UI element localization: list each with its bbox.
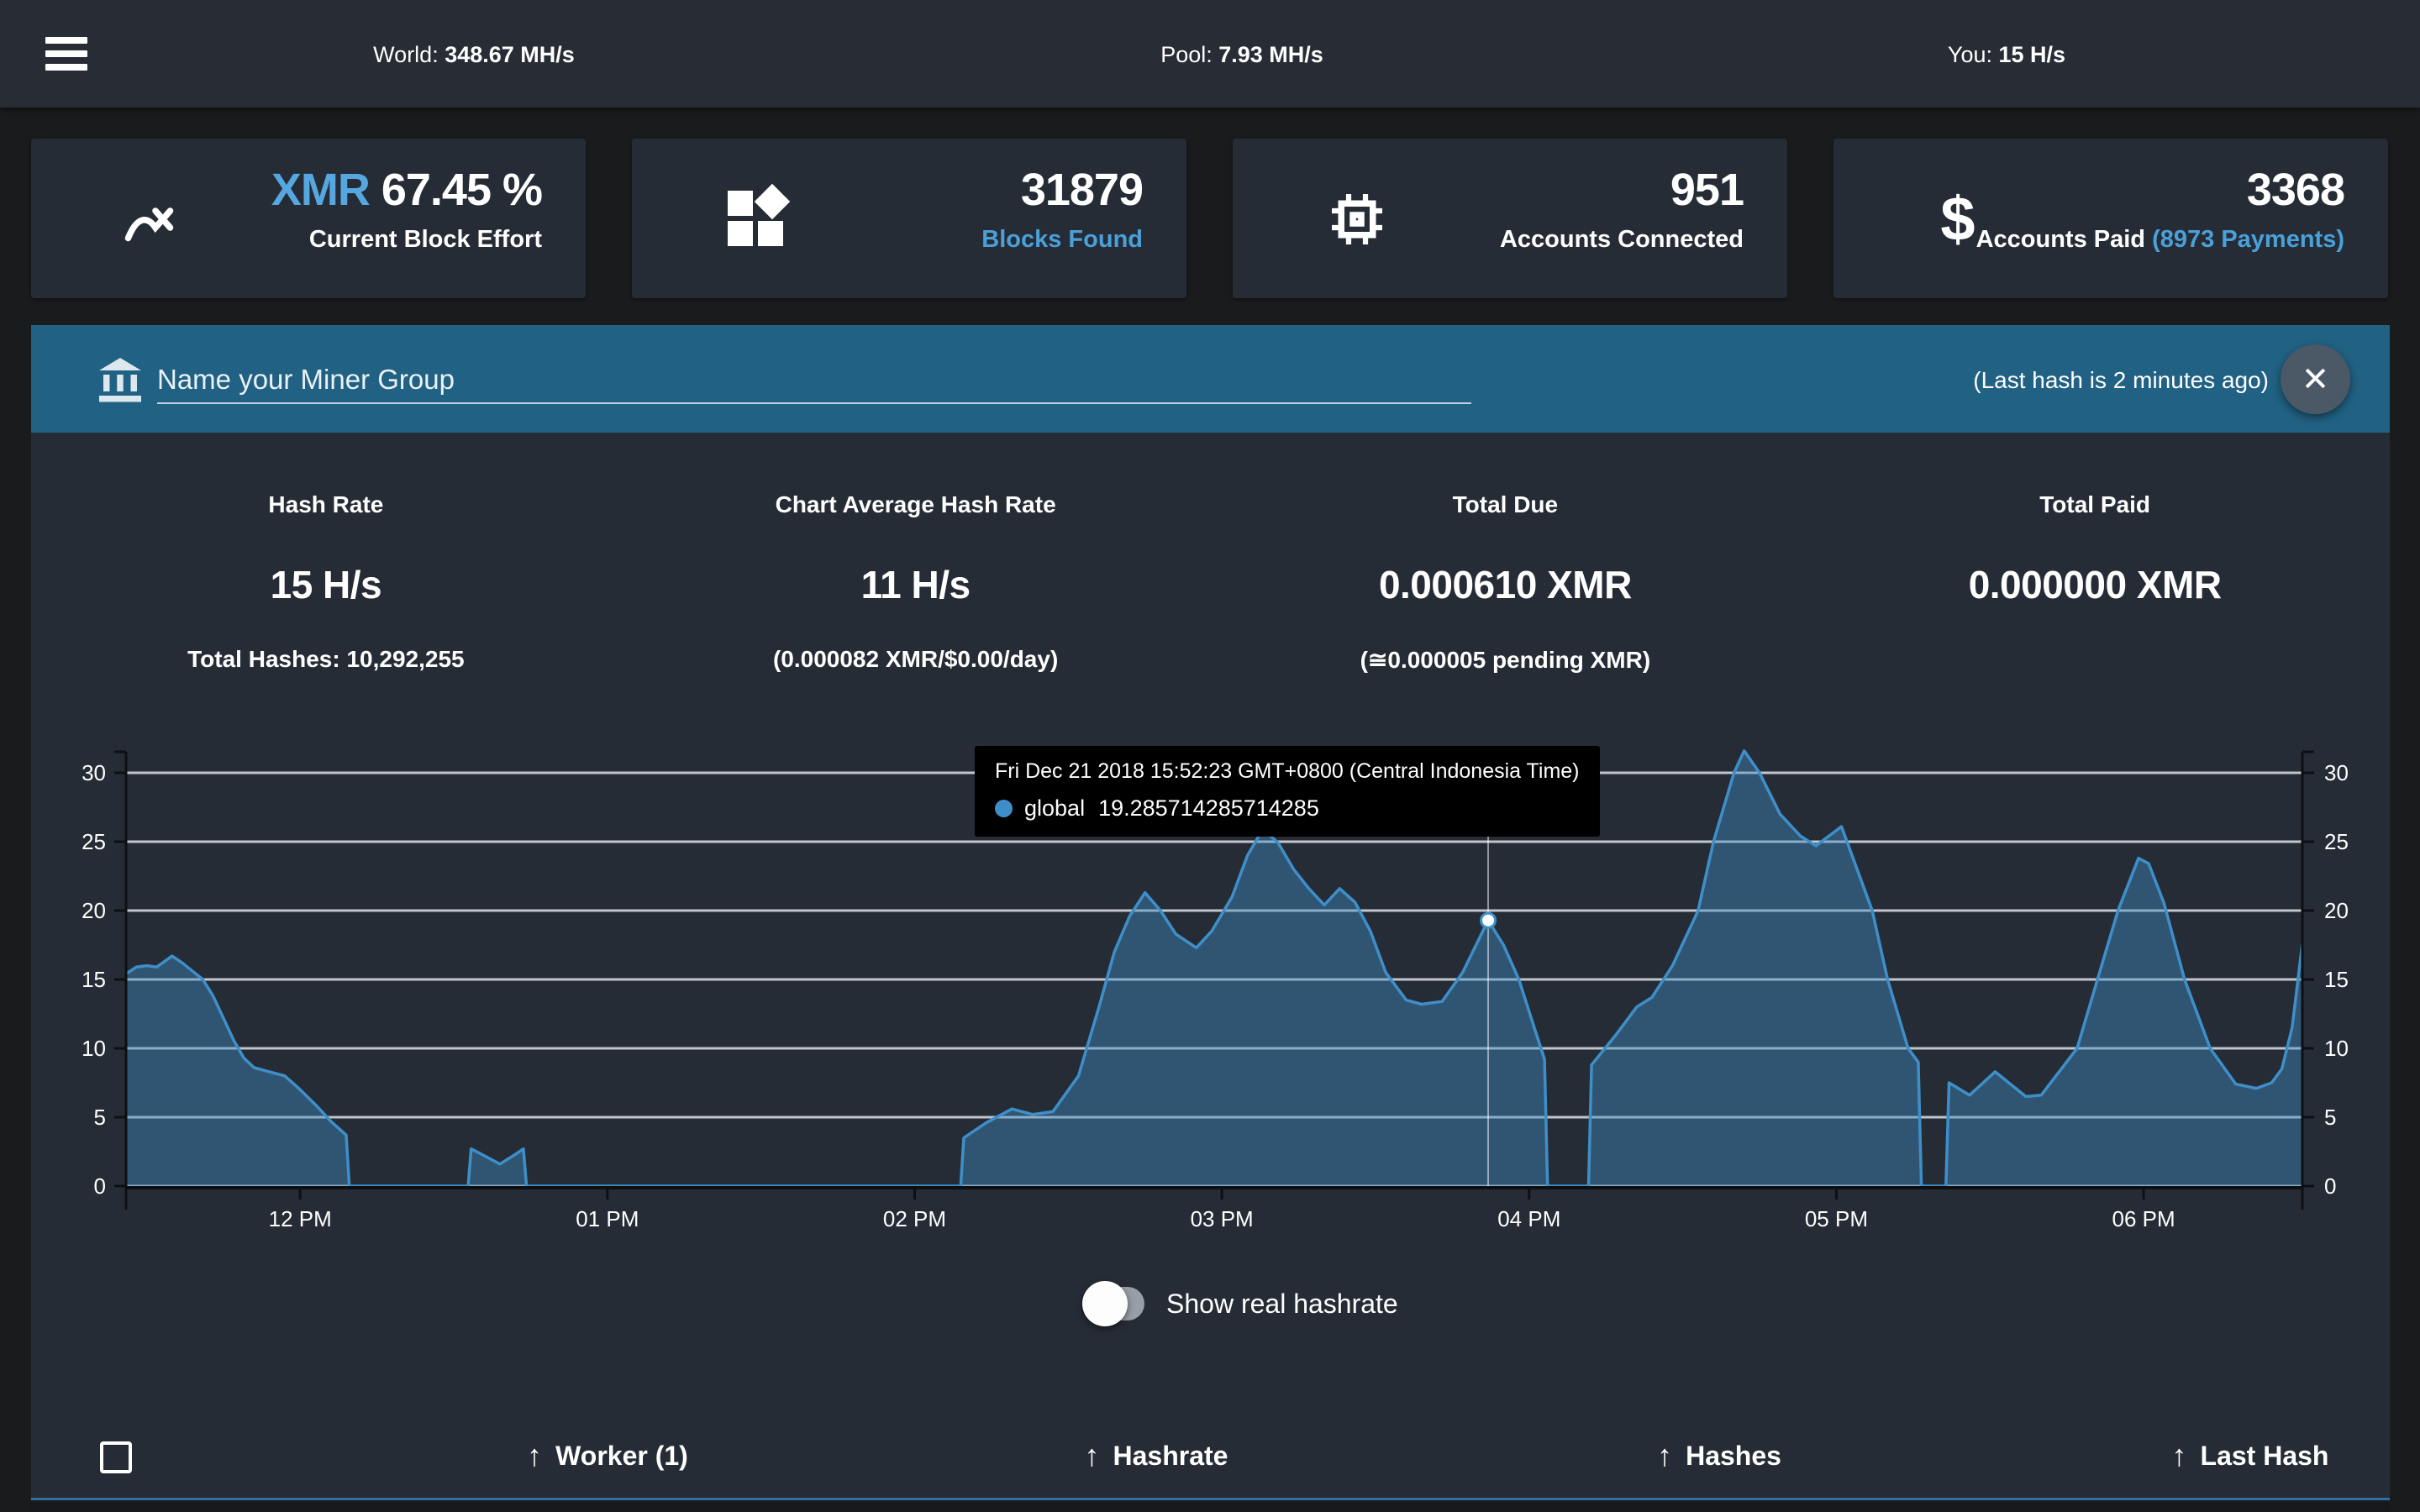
hashrate-chart[interactable]: 0 0 5 5 10 10 15 15 20 20 25 25 30 30 12 PM 01 PM 02 PM 0… bbox=[0, 739, 2420, 1243]
y-tick-label-right: 30 bbox=[2324, 760, 2349, 785]
line-series-global bbox=[125, 749, 2304, 1188]
miner-stats-panel bbox=[31, 433, 2390, 1500]
accounts-connected-value: 951 bbox=[1670, 165, 1744, 215]
miner-group-banner: (Last hash is 2 minutes ago) bbox=[31, 325, 2390, 433]
payments-link[interactable]: (8973 Payments) bbox=[2152, 226, 2344, 253]
you-label: You: bbox=[1947, 42, 1992, 67]
hover-point-marker bbox=[1480, 911, 1497, 929]
accounts-connected-label: Accounts Connected bbox=[1499, 226, 1744, 253]
toggle-knob bbox=[1082, 1281, 1128, 1326]
card-current-block-effort: XMR 67.45 % Current Block Effort bbox=[31, 139, 586, 298]
you-value: 15 H/s bbox=[1998, 42, 2066, 67]
area-series-global bbox=[126, 750, 2302, 1186]
x-tick-label: 12 PM bbox=[269, 1206, 332, 1231]
y-tick-label-left: 0 bbox=[94, 1173, 106, 1199]
block-effort-label: Current Block Effort bbox=[308, 226, 542, 253]
stats-row: Hash Rate 15 H/s Total Hashes: 10,292,25… bbox=[31, 483, 2390, 673]
sort-up-icon: ↑ bbox=[2171, 1438, 2187, 1473]
bank-icon bbox=[95, 354, 145, 404]
accounts-paid-value: 3368 bbox=[2246, 165, 2345, 215]
select-all-checkbox[interactable] bbox=[100, 1441, 132, 1473]
stat-total-due: Total Due 0.000610 XMR (≅0.000005 pendin… bbox=[1360, 491, 1651, 673]
y-tick-label-right: 15 bbox=[2324, 967, 2349, 992]
y-tick-label-left: 5 bbox=[94, 1105, 106, 1130]
pool-value: 7.93 MH/s bbox=[1218, 42, 1323, 67]
x-tick-label: 02 PM bbox=[883, 1206, 946, 1231]
world-label: World: bbox=[373, 42, 439, 67]
column-header-last-hash[interactable]: ↑ Last Hash bbox=[2171, 1438, 2329, 1473]
y-tick-label-right: 5 bbox=[2324, 1105, 2336, 1130]
card-accounts-paid: $ 3368 Accounts Paid (8973 Payments) bbox=[1833, 139, 2388, 298]
toggle-row: Show real hashrate bbox=[1082, 1278, 1398, 1329]
stat-hash-rate: Hash Rate 15 H/s Total Hashes: 10,292,25… bbox=[187, 491, 465, 672]
block-effort-value: XMR 67.45 % bbox=[271, 165, 543, 215]
show-real-hashrate-toggle[interactable] bbox=[1082, 1281, 1144, 1326]
pool-label: Pool: bbox=[1160, 42, 1213, 67]
accounts-paid-label: Accounts Paid (8973 Payments) bbox=[1975, 226, 2344, 253]
close-icon: ✕ bbox=[2301, 360, 2330, 398]
y-tick-label-right: 25 bbox=[2324, 829, 2349, 854]
sort-up-icon: ↑ bbox=[527, 1438, 543, 1473]
x-tick-label: 06 PM bbox=[2112, 1206, 2175, 1231]
block-effort-coin: XMR bbox=[271, 165, 371, 215]
blocks-found-value: 31879 bbox=[1020, 165, 1144, 215]
y-tick-label-left: 30 bbox=[82, 760, 106, 785]
y-tick-label-right: 0 bbox=[2324, 1173, 2336, 1199]
stat-total-paid: Total Paid 0.000000 XMR bbox=[1968, 491, 2222, 606]
card-blocks-found: 31879 Blocks Found bbox=[632, 139, 1186, 298]
cpu-chip-icon bbox=[1323, 186, 1391, 253]
sort-up-icon: ↑ bbox=[1657, 1438, 1673, 1473]
y-tick-label-left: 25 bbox=[82, 829, 106, 854]
trend-chart-icon bbox=[122, 186, 189, 253]
column-header-hashrate[interactable]: ↑ Hashrate bbox=[1084, 1438, 1228, 1473]
stat-chart-average: Chart Average Hash Rate 11 H/s (0.000082… bbox=[772, 491, 1059, 672]
top-bar: World: 348.67 MH/s Pool: 7.93 MH/s You: … bbox=[0, 0, 2420, 108]
close-banner-button[interactable]: ✕ bbox=[2281, 344, 2350, 414]
miner-group-name-input[interactable] bbox=[157, 357, 1471, 404]
column-header-worker[interactable]: ↑ Worker (1) bbox=[527, 1438, 688, 1473]
tooltip-series-name: global bbox=[1024, 795, 1086, 821]
tooltip-value: 19.285714285714285 bbox=[1098, 795, 1319, 821]
x-tick-label: 04 PM bbox=[1497, 1206, 1560, 1231]
pool-hashrate: Pool: 7.93 MH/s bbox=[1160, 42, 1323, 68]
x-tick-label: 01 PM bbox=[576, 1206, 639, 1231]
toggle-label: Show real hashrate bbox=[1166, 1288, 1398, 1319]
sort-up-icon: ↑ bbox=[1084, 1438, 1100, 1473]
next-row-strip bbox=[31, 1503, 2390, 1512]
series-dot-icon bbox=[995, 800, 1013, 817]
y-tick-label-right: 20 bbox=[2324, 898, 2349, 923]
y-tick-label-left: 20 bbox=[82, 898, 106, 923]
blocks-icon bbox=[723, 183, 791, 253]
blocks-found-link[interactable]: Blocks Found bbox=[981, 226, 1143, 253]
y-tick-label-left: 15 bbox=[82, 967, 106, 992]
your-hashrate: You: 15 H/s bbox=[1948, 42, 2065, 68]
x-tick-label: 05 PM bbox=[1805, 1206, 1868, 1231]
y-tick-label-right: 10 bbox=[2324, 1036, 2349, 1061]
menu-icon[interactable] bbox=[45, 37, 87, 71]
column-header-hashes[interactable]: ↑ Hashes bbox=[1657, 1438, 1781, 1473]
world-hashrate: World: 348.67 MH/s bbox=[373, 42, 575, 68]
tooltip-timestamp: Fri Dec 21 2018 15:52:23 GMT+0800 (Centr… bbox=[995, 759, 1580, 783]
dollar-icon: $ bbox=[1940, 184, 1975, 254]
world-value: 348.67 MH/s bbox=[445, 42, 575, 67]
last-hash-note: (Last hash is 2 minutes ago) bbox=[1973, 367, 2269, 393]
chart-tooltip: Fri Dec 21 2018 15:52:23 GMT+0800 (Centr… bbox=[975, 746, 1600, 837]
card-accounts-connected: 951 Accounts Connected bbox=[1233, 139, 1787, 298]
y-tick-label-left: 10 bbox=[82, 1036, 106, 1061]
x-tick-label: 03 PM bbox=[1191, 1206, 1254, 1231]
